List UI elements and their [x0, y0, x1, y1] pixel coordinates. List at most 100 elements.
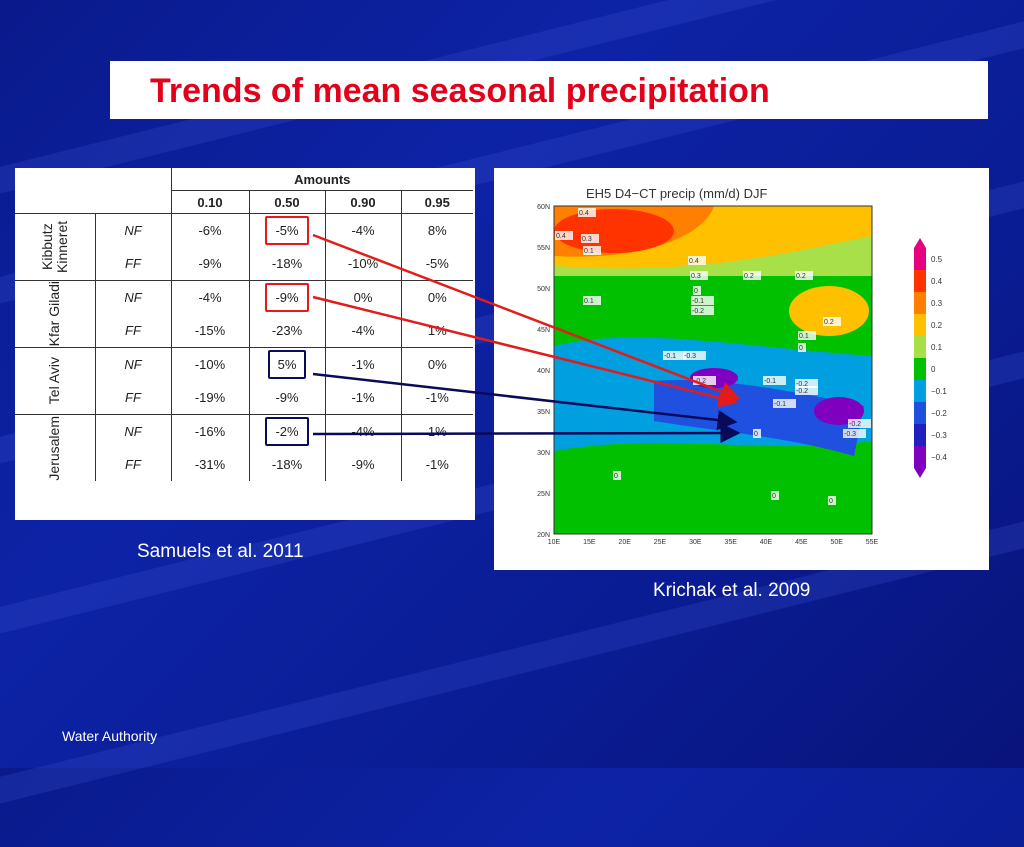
lat-tick: 55N [537, 245, 550, 252]
contour-label-bg [795, 271, 813, 280]
table-cell: -9% [265, 283, 309, 312]
contour-label: 0.2 [824, 319, 834, 326]
legend-label: 0.1 [931, 343, 943, 352]
contour-label-bg [583, 296, 601, 305]
lon-tick: 20E [618, 539, 631, 546]
caption-krichak: Krichak et al. 2009 [653, 580, 811, 601]
legend-label: 0 [931, 365, 936, 374]
lon-tick: 25E [654, 539, 667, 546]
contour-label: 0.1 [584, 298, 594, 305]
table-cell: -18% [271, 457, 303, 472]
legend-swatch [914, 292, 926, 314]
contour-label-bg [753, 429, 761, 438]
contour-label: 0.1 [799, 333, 809, 340]
contour-label-bg [795, 379, 818, 388]
table-cell: -15% [194, 323, 226, 338]
contour-label-bg [795, 386, 818, 395]
lon-tick: 35E [724, 539, 737, 546]
contour-label: -0.1 [774, 401, 786, 408]
lon-tick: 50E [830, 539, 843, 546]
table-row: FF -31% -18% -9% -1% [15, 448, 473, 481]
contour-label-bg [771, 491, 779, 500]
contour-label: -0.2 [849, 421, 861, 428]
contour-label: -0.1 [664, 353, 676, 360]
contour-label-bg [763, 376, 786, 385]
contour-label: 0.4 [689, 258, 699, 265]
contour-label: 0 [772, 493, 776, 500]
precip-map: EH5 D4−CT precip (mm/d) DJF 60N 55N 50N 45N 4… [537, 186, 947, 546]
table-cell: -4% [351, 323, 375, 338]
table-cell: -4% [198, 290, 222, 305]
contour-label-bg [848, 419, 871, 428]
table-cell: -16% [194, 424, 226, 439]
legend-swatch [914, 402, 926, 424]
caption-samuels: Samuels et al. 2011 [137, 541, 304, 562]
lon-tick: 15E [583, 539, 596, 546]
table-cell: -10% [194, 357, 226, 372]
table-cell: -5% [425, 256, 449, 271]
table-cell: 8% [427, 223, 447, 238]
legend-label: 0.4 [931, 277, 943, 286]
legend-top-arrow [914, 238, 926, 248]
legend-label: −0.4 [931, 453, 947, 462]
contour-label-bg [693, 286, 701, 295]
table-row: Jerusalem NF -16% -2% -4% 1% [15, 414, 473, 481]
table-cell: -9% [351, 457, 375, 472]
contour-label: 0 [799, 345, 803, 352]
contour-label-bg [743, 271, 761, 280]
legend-swatch [914, 270, 926, 292]
period-label: FF [95, 314, 172, 348]
lat-tick: 45N [537, 327, 550, 334]
table-row: Kibbutz Kinneret NF -6% -5% -4% 8% [15, 213, 473, 281]
table-cell: -1% [351, 390, 375, 405]
legend-label: −0.1 [931, 387, 947, 396]
lat-tick: 50N [537, 286, 550, 293]
contour-label-bg [663, 351, 686, 360]
contour-label-bg [798, 343, 806, 352]
contour-label-bg [691, 296, 714, 305]
table-row: Kfar Giladi NF -4% -9% 0% 0% [15, 280, 473, 348]
title-box [110, 61, 988, 119]
legend-label: −0.2 [931, 409, 947, 418]
table-cell: -10% [347, 256, 379, 271]
legend-label: 0.3 [931, 299, 943, 308]
contour-label: -0.2 [796, 388, 808, 395]
table-cell: 1% [427, 424, 447, 439]
period-label: NF [95, 213, 172, 247]
column-header: 0.50 [249, 190, 326, 214]
contour-label-bg [828, 496, 836, 505]
precip-table: Amounts 0.10 0.50 0.90 0.95 Kibbutz Kinnere… [15, 168, 475, 520]
contour-label-bg [578, 208, 596, 217]
contour-label: 0.3 [691, 273, 701, 280]
table-cell: -18% [271, 256, 303, 271]
contour-label: 0.1 [584, 248, 594, 255]
lon-tick: 30E [689, 539, 702, 546]
contour-label-bg [581, 234, 599, 243]
column-header: 0.95 [401, 190, 473, 214]
trend-table: Amounts 0.10 0.50 0.90 0.95 Kibbutz Kinnere… [15, 168, 473, 481]
contour-label-bg [683, 351, 706, 360]
lon-tick: 55E [866, 539, 879, 546]
contour-label-bg [688, 256, 706, 265]
band-minus-0.4-b [814, 397, 864, 425]
contour-label-bg [693, 376, 716, 385]
band-0.2-east [789, 286, 869, 336]
lat-tick: 25N [537, 491, 550, 498]
lat-tick: 40N [537, 368, 550, 375]
period-label: FF [95, 381, 172, 415]
slide-title: Trends of mean seasonal precipitation [150, 72, 770, 110]
arrow-kfar-giladi [312, 295, 739, 408]
table-cell: -9% [198, 256, 222, 271]
contour-label: 0.3 [582, 236, 592, 243]
contour-label-bg [691, 306, 714, 315]
lat-tick: 30N [537, 450, 550, 457]
table-cell: -2% [265, 417, 309, 446]
period-label: FF [95, 448, 172, 481]
table-cell: -19% [194, 390, 226, 405]
legend-swatch [914, 380, 926, 402]
period-label: NF [95, 280, 172, 314]
contour-label: -0.2 [694, 378, 706, 385]
contour-label: 0 [614, 473, 618, 480]
contour-label: 0 [694, 288, 698, 295]
arrow-kinneret [312, 233, 741, 402]
